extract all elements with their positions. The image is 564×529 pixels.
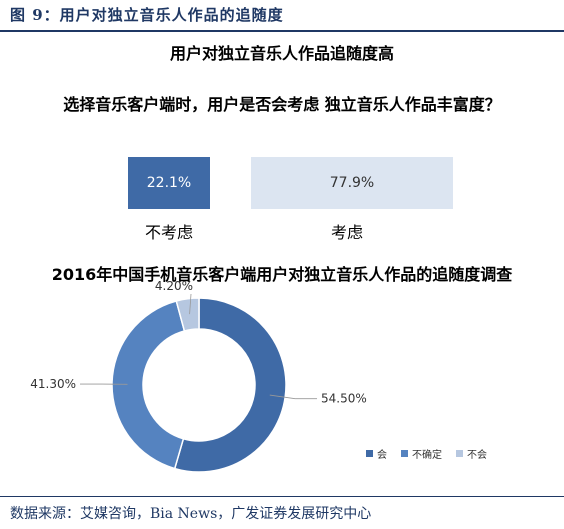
legend-swatch	[401, 450, 408, 457]
bar-value-label: 77.9%	[329, 175, 375, 191]
donut-chart-title: 2016年中国手机音乐客户端用户对独立音乐人作品的追随度调查	[51, 265, 513, 284]
slice-data-label: 4.20%	[155, 280, 193, 293]
figure-title: 图 9：用户对独立音乐人作品的追随度	[10, 6, 284, 24]
donut-slice-2	[175, 297, 200, 332]
bar-chart-title: 选择音乐客户端时，用户是否会考虑 独立音乐人作品丰富度？	[63, 95, 501, 114]
bar-category-label: 考虑	[330, 223, 363, 242]
donut-slice-0	[173, 297, 287, 473]
legend-label: 不会	[467, 450, 487, 461]
header-rule	[0, 30, 564, 32]
legend-item: 会	[366, 446, 387, 461]
legend-swatch	[456, 450, 463, 457]
bar-not-consider: 22.1%	[128, 157, 210, 209]
donut-slice-1	[111, 300, 186, 470]
legend-item: 不确定	[401, 446, 442, 461]
slice-data-label: 41.30%	[30, 377, 76, 391]
figure-header: 图 9：用户对独立音乐人作品的追随度	[0, 0, 564, 30]
figure-subtitle: 用户对独立音乐人作品追随度高	[169, 44, 394, 63]
legend-item: 不会	[456, 446, 487, 461]
legend-label: 不确定	[412, 450, 442, 461]
source-rule	[0, 496, 564, 497]
legend: 会 不确定 不会	[366, 446, 487, 461]
bar-consider: 77.9%	[251, 157, 453, 209]
source-note: 数据来源：艾媒咨询，Bia News，广发证券发展研究中心	[10, 506, 372, 522]
slice-data-label: 54.50%	[321, 392, 367, 406]
bar-category-label: 不考虑	[144, 223, 193, 242]
leader-line	[269, 394, 296, 400]
legend-label: 会	[377, 450, 387, 461]
bar-value-label: 22.1%	[146, 175, 192, 191]
donut-chart: 54.50% 41.30% 4.20%	[30, 280, 367, 473]
legend-swatch	[366, 450, 373, 457]
leader-line	[189, 293, 192, 315]
